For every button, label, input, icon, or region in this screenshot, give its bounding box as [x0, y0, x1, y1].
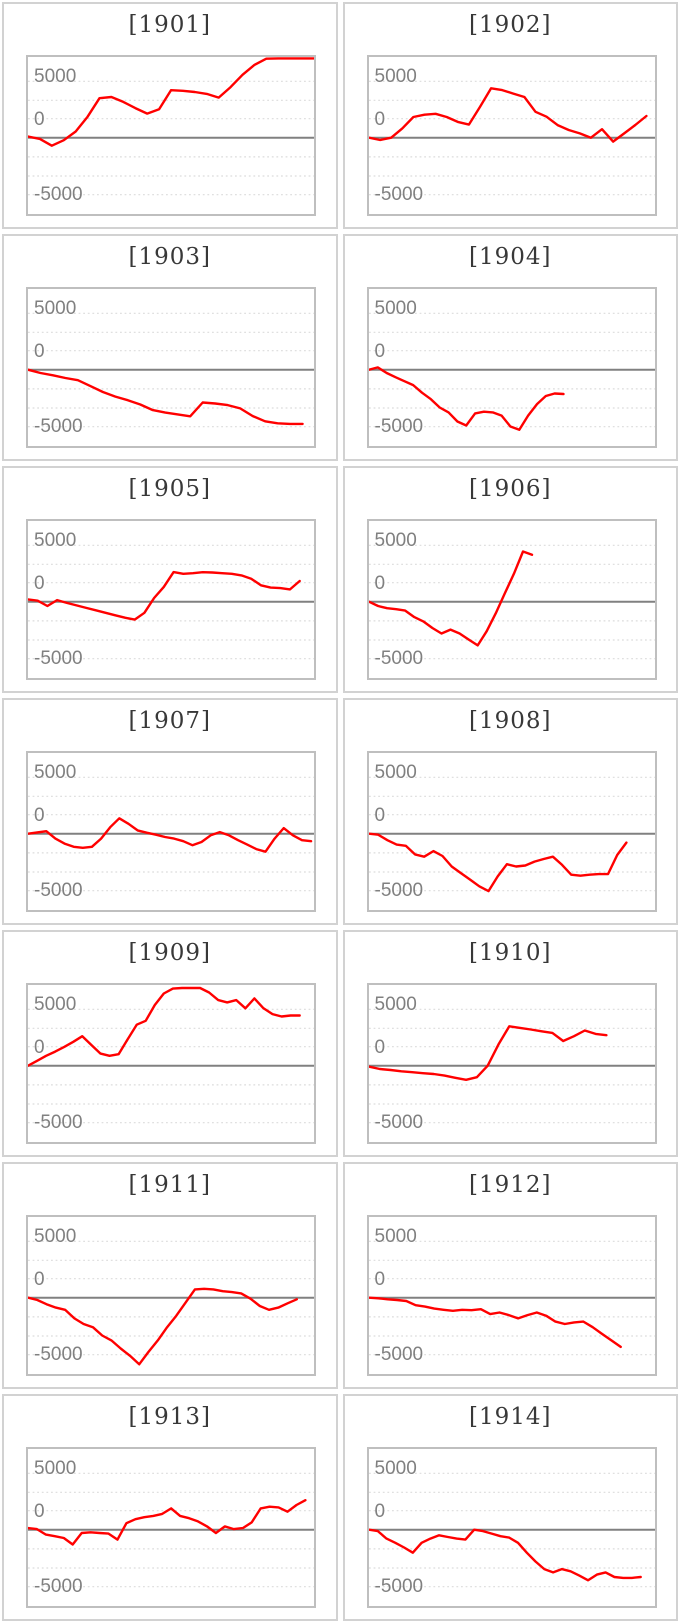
plot-area: 5000 0 -5000: [366, 287, 657, 448]
chart-title: [1909]: [128, 940, 211, 966]
line-chart-1910: [368, 1008, 655, 1124]
ytick-5000: 5000: [34, 1226, 77, 1247]
ytick-0: 0: [374, 109, 386, 130]
chart-title: [1901]: [128, 12, 211, 38]
plot-area: 5000 0 -5000: [366, 983, 657, 1144]
ytick-neg-5000: -5000: [34, 648, 83, 669]
chart-title: [1903]: [128, 244, 211, 270]
ytick-5000: 5000: [34, 762, 77, 783]
ytick-5000: 5000: [34, 66, 77, 87]
ytick-neg-5000: -5000: [374, 1576, 424, 1597]
ytick-0: 0: [34, 109, 45, 130]
ytick-neg-5000: -5000: [374, 184, 424, 205]
ytick-5000: 5000: [34, 530, 77, 551]
line-chart-1906: [368, 544, 655, 660]
chart-title: [1910]: [469, 940, 552, 966]
line-chart-1909: [28, 986, 314, 1124]
chart-panel-1903: [1903] 5000 0 -5000: [2, 234, 338, 461]
ytick-0: 0: [34, 573, 45, 594]
line-chart-1904: [368, 312, 655, 432]
chart-title: [1905]: [128, 476, 211, 502]
ytick-0: 0: [34, 1501, 45, 1522]
line-chart-1908: [368, 776, 655, 893]
chart-panel-1912: [1912] 5000 0 -5000: [342, 1162, 678, 1389]
chart-title: [1902]: [469, 12, 552, 38]
chart-title: [1904]: [469, 244, 552, 270]
chart-panel-1913: [1913] 5000 0 -5000: [2, 1394, 338, 1621]
ytick-5000: 5000: [34, 994, 77, 1015]
plot-area: 5000 0 -5000: [366, 55, 657, 216]
ytick-0: 0: [34, 1037, 45, 1058]
ytick-neg-5000: -5000: [34, 416, 83, 437]
ytick-0: 0: [34, 805, 45, 826]
ytick-5000: 5000: [374, 762, 417, 783]
chart-title: [1908]: [469, 708, 552, 734]
ytick-neg-5000: -5000: [34, 1576, 83, 1597]
ytick-0: 0: [374, 805, 386, 826]
chart-panel-1914: [1914] 5000 0 -5000: [342, 1394, 678, 1621]
chart-title: [1906]: [469, 476, 552, 502]
chart-panel-1906: [1906] 5000 0 -5000: [342, 466, 678, 693]
ytick-0: 0: [374, 341, 386, 362]
ytick-0: 0: [374, 1037, 386, 1058]
ytick-5000: 5000: [34, 1458, 77, 1479]
plot-area: 5000 0 -5000: [26, 983, 316, 1144]
chart-panel-1910: [1910] 5000 0 -5000: [342, 930, 678, 1157]
ytick-neg-5000: -5000: [34, 1344, 83, 1365]
line-chart-1901: [28, 57, 314, 196]
chart-title: [1911]: [128, 1172, 211, 1198]
line-chart-1912: [368, 1240, 655, 1356]
line-chart-1905: [28, 544, 314, 660]
ytick-5000: 5000: [374, 994, 417, 1015]
ytick-neg-5000: -5000: [34, 1112, 83, 1133]
chart-panel-1902: [1902] 5000 0 -5000: [342, 2, 678, 229]
ytick-neg-5000: -5000: [34, 880, 83, 901]
line-chart-1903: [28, 312, 314, 428]
ytick-neg-5000: -5000: [374, 416, 424, 437]
line-chart-1911: [28, 1240, 314, 1366]
chart-panel-1901: [1901] 5000 0 -5000: [2, 2, 338, 229]
chart-title: [1912]: [469, 1172, 552, 1198]
chart-panel-1911: [1911] 5000 0 -5000: [2, 1162, 338, 1389]
chart-panel-1908: [1908] 5000 0 -5000: [342, 698, 678, 925]
ytick-neg-5000: -5000: [374, 648, 424, 669]
ytick-0: 0: [374, 573, 386, 594]
ytick-5000: 5000: [34, 298, 77, 319]
plot-area: 5000 0 -5000: [26, 519, 316, 680]
line-chart-1914: [368, 1472, 655, 1588]
ytick-5000: 5000: [374, 530, 417, 551]
chart-title: [1914]: [469, 1404, 552, 1430]
line-chart-1902: [368, 80, 655, 196]
ytick-neg-5000: -5000: [374, 1112, 424, 1133]
ytick-neg-5000: -5000: [34, 184, 83, 205]
plot-area: 5000 0 -5000: [26, 1447, 316, 1608]
ytick-neg-5000: -5000: [374, 880, 424, 901]
plot-area: 5000 0 -5000: [26, 55, 316, 216]
chart-panel-1905: [1905] 5000 0 -5000: [2, 466, 338, 693]
ytick-0: 0: [374, 1269, 386, 1290]
line-chart-1907: [28, 776, 314, 892]
ytick-5000: 5000: [374, 1226, 417, 1247]
chart-title: [1913]: [128, 1404, 211, 1430]
ytick-neg-5000: -5000: [374, 1344, 424, 1365]
chart-panel-1907: [1907] 5000 0 -5000: [2, 698, 338, 925]
plot-area: 5000 0 -5000: [26, 287, 316, 448]
ytick-5000: 5000: [374, 1458, 417, 1479]
ytick-0: 0: [34, 341, 45, 362]
plot-area: 5000 0 -5000: [366, 519, 657, 680]
chart-title: [1907]: [128, 708, 211, 734]
line-chart-1913: [28, 1472, 314, 1588]
plot-area: 5000 0 -5000: [366, 1447, 657, 1608]
ytick-5000: 5000: [374, 298, 417, 319]
chart-panel-1904: [1904] 5000 0 -5000: [342, 234, 678, 461]
ytick-5000: 5000: [374, 66, 417, 87]
plot-area: 5000 0 -5000: [26, 751, 316, 912]
plot-area: 5000 0 -5000: [366, 1215, 657, 1376]
chart-panel-1909: [1909] 5000 0 -5000: [2, 930, 338, 1157]
plot-area: 5000 0 -5000: [366, 751, 657, 912]
ytick-0: 0: [374, 1501, 386, 1522]
ytick-0: 0: [34, 1269, 45, 1290]
plot-area: 5000 0 -5000: [26, 1215, 316, 1376]
